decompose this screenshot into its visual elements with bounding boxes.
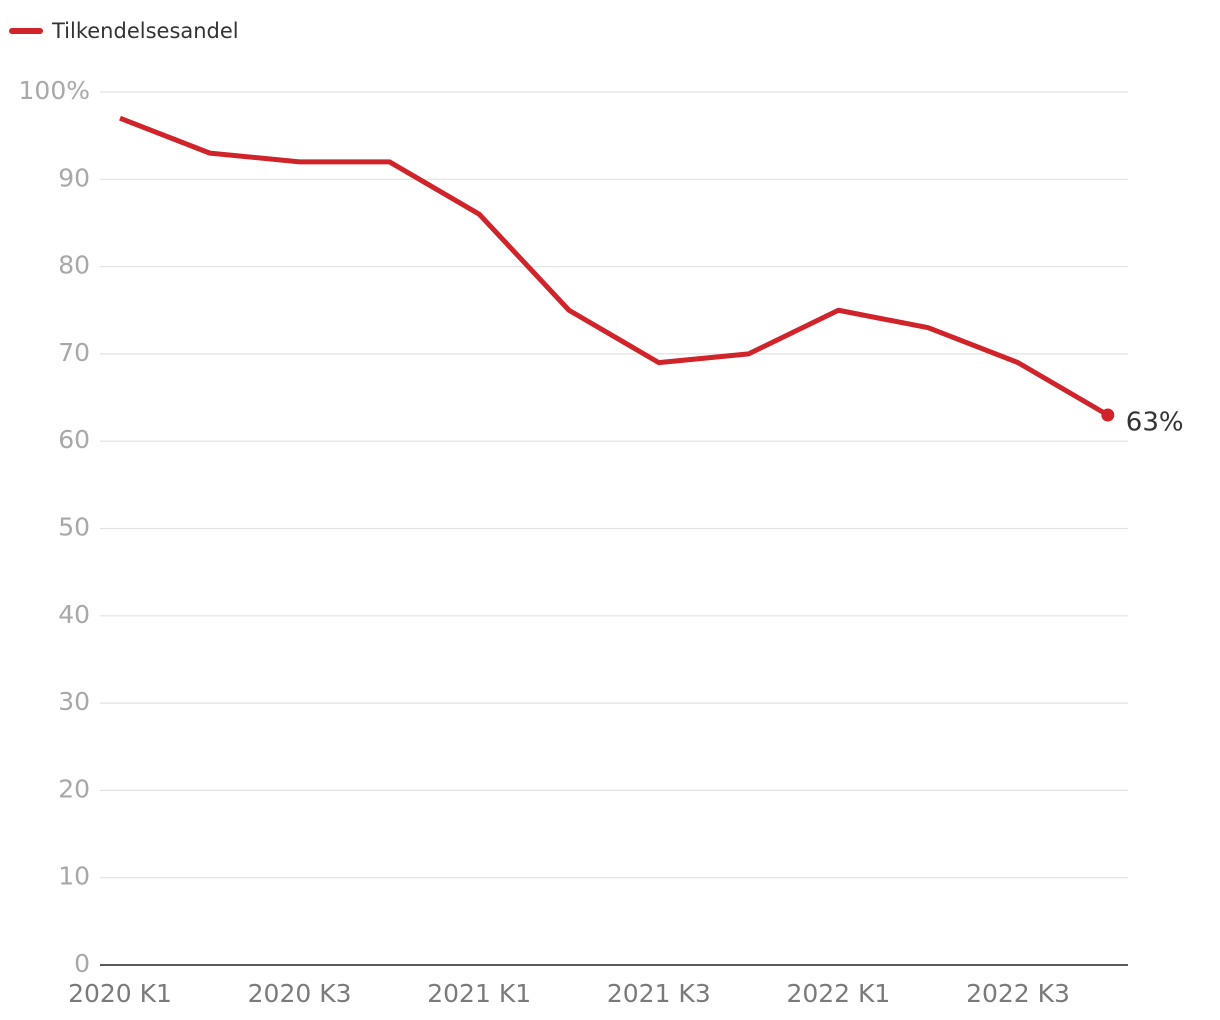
x-tick-label: 2020 K1: [68, 979, 172, 1008]
y-tick-label: 70: [58, 338, 90, 367]
data-label: 63%: [1126, 408, 1184, 438]
end-point: [1101, 408, 1115, 422]
y-tick-label: 100%: [19, 76, 90, 105]
data-line: [119, 115, 1110, 418]
y-tick-label: 10: [58, 862, 90, 891]
y-tick-label: 40: [58, 600, 90, 629]
y-tick-label: 0: [74, 949, 90, 978]
x-tick-label: 2022 K1: [786, 979, 890, 1008]
y-tick-label: 50: [58, 513, 90, 542]
x-tick-label: 2021 K1: [427, 979, 531, 1008]
y-tick-label: 20: [58, 774, 90, 803]
x-tick-label: 2020 K3: [248, 979, 352, 1008]
y-tick-label: 90: [58, 163, 90, 192]
legend-label: Tilkendelsesandel: [51, 19, 239, 43]
y-tick-label: 30: [58, 687, 90, 716]
y-tick-label: 60: [58, 425, 90, 454]
x-tick-label: 2021 K3: [607, 979, 711, 1008]
y-tick-label: 80: [58, 251, 90, 280]
x-tick-label: 2022 K3: [966, 979, 1070, 1008]
